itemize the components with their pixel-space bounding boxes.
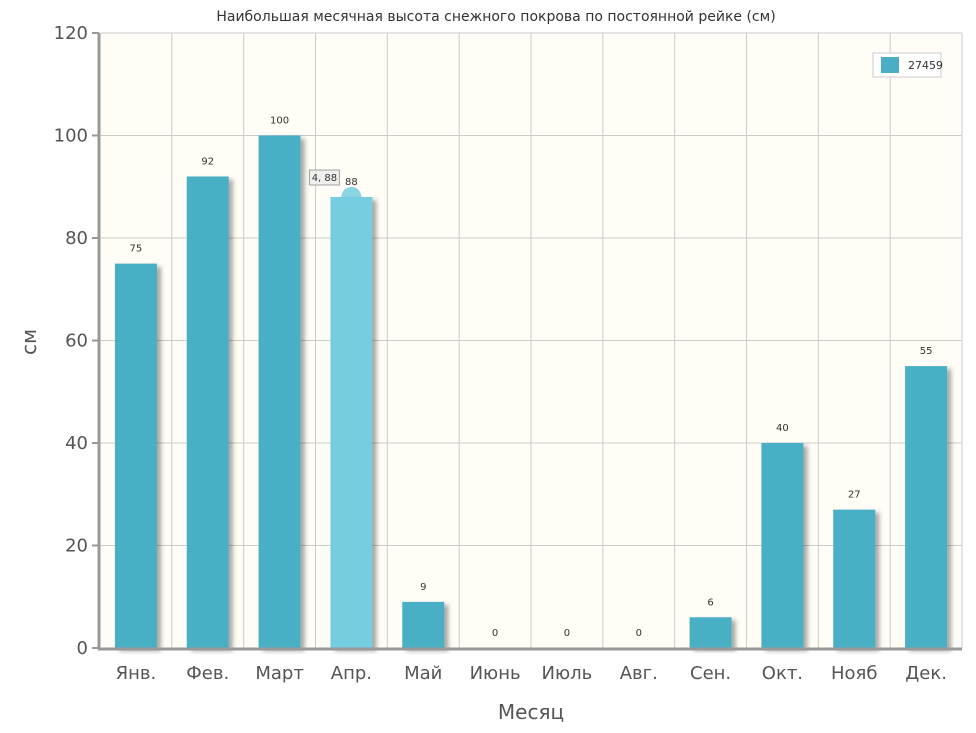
bar[interactable]	[761, 443, 804, 648]
x-tick-label: Март	[255, 663, 303, 684]
y-tick-label: 0	[77, 638, 88, 659]
bar[interactable]	[186, 176, 229, 649]
legend[interactable]: 27459	[872, 52, 943, 78]
data-label: 88	[345, 177, 358, 188]
x-axis-label: Месяц	[498, 700, 564, 724]
y-tick-label: 120	[54, 23, 88, 44]
x-tick-label: Авг.	[620, 663, 658, 684]
x-tick-label: Апр.	[331, 663, 372, 684]
data-label: 40	[776, 423, 789, 434]
data-label: 92	[201, 157, 214, 168]
tooltip-box	[308, 169, 340, 186]
legend-label: 27459	[908, 59, 943, 72]
chart-title: Наибольшая месячная высота снежного покр…	[216, 9, 775, 25]
data-label: 0	[564, 628, 570, 639]
x-tick-label: Июль	[542, 663, 593, 684]
data-label: 0	[492, 628, 498, 639]
bar[interactable]	[330, 197, 373, 648]
bar[interactable]	[402, 601, 445, 648]
data-label: 27	[848, 490, 861, 501]
data-label: 75	[130, 244, 143, 255]
bar[interactable]	[114, 263, 157, 648]
data-label: 55	[920, 346, 933, 357]
x-tick-label: Окт.	[762, 663, 803, 684]
tooltip-text: 4, 88	[312, 173, 337, 184]
y-tick-label: 100	[54, 126, 88, 147]
legend-swatch	[881, 57, 899, 73]
bar[interactable]	[905, 366, 948, 648]
data-label: 0	[636, 628, 642, 639]
bar[interactable]	[689, 617, 732, 648]
x-tick-label: Сен.	[690, 663, 731, 684]
bar[interactable]	[258, 135, 301, 649]
x-tick-label: Фев.	[186, 663, 229, 684]
data-label: 6	[707, 597, 713, 608]
x-tick-label: Июнь	[470, 663, 521, 684]
x-tick-label: Май	[404, 663, 442, 684]
y-tick-label: 40	[65, 433, 88, 454]
y-axis-label: см	[17, 329, 41, 355]
data-label: 100	[270, 116, 289, 127]
x-tick-label: Нояб	[831, 663, 877, 684]
y-tick-label: 20	[65, 536, 88, 557]
x-tick-label: Янв.	[116, 663, 157, 684]
x-tick-label: Дек.	[905, 663, 947, 684]
y-tick-label: 60	[65, 331, 88, 352]
y-tick-label: 80	[65, 228, 88, 249]
highlight-marker	[341, 187, 362, 207]
data-label: 9	[420, 582, 426, 593]
bar[interactable]	[833, 509, 876, 648]
